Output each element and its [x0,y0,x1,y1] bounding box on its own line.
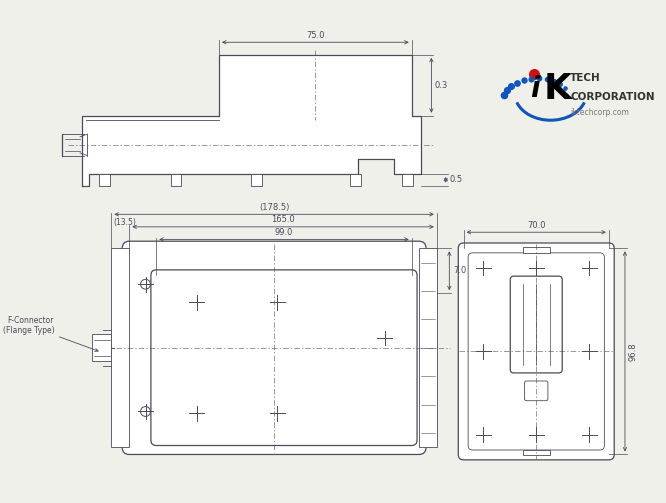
Bar [251,174,262,186]
Text: 165.0: 165.0 [271,215,295,224]
Bar [350,174,360,186]
Text: 7.0: 7.0 [453,266,466,275]
FancyBboxPatch shape [468,253,604,450]
Text: F-Connector
(Flange Type): F-Connector (Flange Type) [3,316,98,352]
Bar [523,247,549,253]
Text: 75.0: 75.0 [306,31,324,40]
Bar [523,450,549,455]
Text: 70.0: 70.0 [527,220,545,229]
Bar [111,248,129,447]
Text: 0.5: 0.5 [450,176,462,184]
Bar [99,174,110,186]
Bar [170,174,181,186]
Bar [402,174,412,186]
Text: 0.3: 0.3 [435,81,448,90]
FancyBboxPatch shape [525,381,548,401]
Text: (13.5): (13.5) [113,218,136,227]
Text: i: i [530,75,540,103]
Text: (178.5): (178.5) [259,203,289,212]
Text: 96.8: 96.8 [629,342,637,361]
Text: CORPORATION: CORPORATION [570,93,655,103]
Text: TECH: TECH [570,72,601,82]
FancyBboxPatch shape [151,270,417,446]
Text: iktechcorp.com: iktechcorp.com [570,108,629,117]
Polygon shape [82,55,421,186]
FancyBboxPatch shape [123,241,426,455]
Bar [92,334,111,361]
Text: 99.0: 99.0 [275,228,293,237]
Bar [419,248,437,447]
FancyBboxPatch shape [458,243,614,460]
FancyBboxPatch shape [510,276,562,373]
Text: K: K [543,72,571,106]
